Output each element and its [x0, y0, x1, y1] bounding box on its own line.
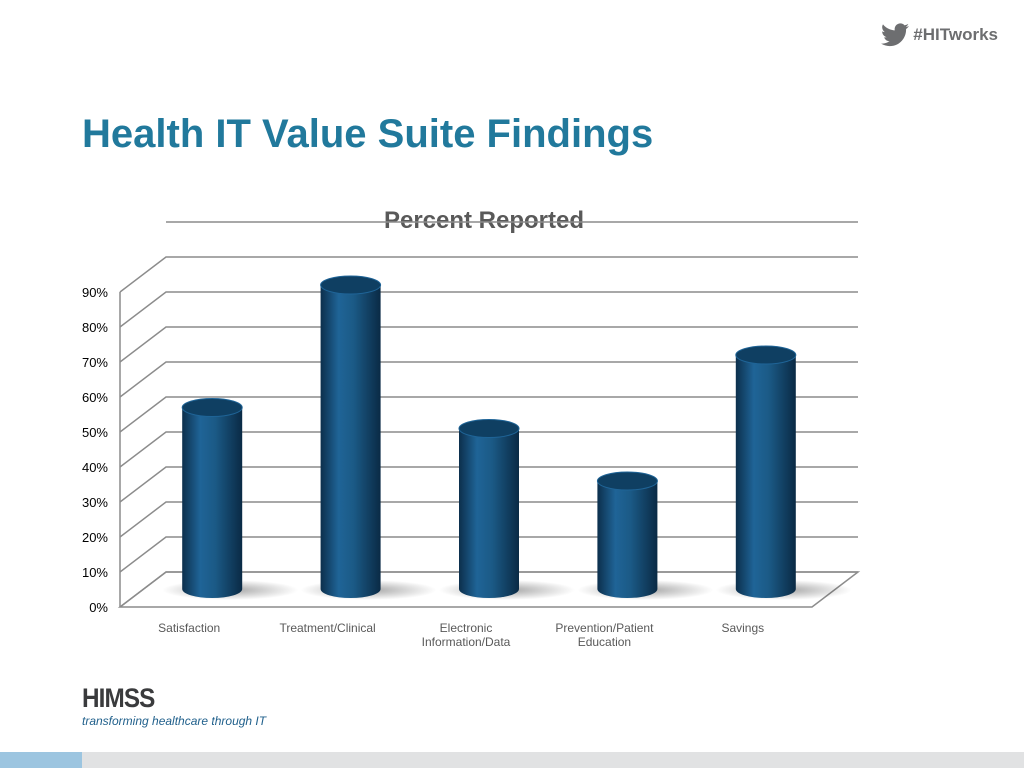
gridline — [119, 396, 858, 433]
footer-accent-bar — [0, 752, 82, 768]
bar — [597, 481, 658, 598]
y-tick-label: 90% — [82, 285, 108, 300]
bar-top — [320, 275, 382, 295]
gridline — [119, 256, 858, 293]
himss-logo: HIMSS transforming healthcare through IT — [82, 684, 266, 728]
y-tick-label: 40% — [82, 460, 108, 475]
chart-title: Percent Reported — [384, 207, 584, 234]
x-category-label: Treatment/Clinical — [279, 621, 375, 635]
bar-top — [181, 398, 243, 417]
slide-title: Health IT Value Suite Findings — [82, 112, 654, 156]
y-tick-label: 80% — [82, 320, 108, 335]
footer-bar — [0, 752, 1024, 768]
bar — [320, 285, 381, 598]
y-tick-label: 0% — [89, 600, 108, 615]
bar — [182, 407, 243, 598]
bar — [459, 428, 519, 598]
logo-tagline: transforming healthcare through IT — [82, 714, 267, 728]
bar-chart: Percent Reported 0% 10% 20% 30% 40% 50% 60% 70%… — [82, 207, 861, 649]
y-tick-label: 10% — [82, 565, 108, 580]
x-category-label: Education — [578, 635, 631, 649]
x-category-label: Savings — [721, 621, 764, 635]
y-tick-label: 50% — [82, 425, 108, 440]
x-category-label: Satisfaction — [158, 621, 220, 635]
bar — [735, 355, 796, 598]
bar-top — [596, 471, 658, 491]
twitter-bird-icon — [881, 23, 910, 47]
y-tick-label: 70% — [82, 355, 108, 370]
y-tick-label: 30% — [82, 495, 108, 510]
gridline — [119, 361, 858, 398]
gridline — [119, 326, 858, 363]
gridline — [119, 431, 858, 468]
hashtag-badge: #HITworks — [881, 20, 998, 50]
bar-top — [735, 345, 797, 365]
x-category-label: Prevention/Patient — [555, 621, 654, 635]
x-category-label: Information/Data — [422, 635, 511, 649]
gridline — [119, 291, 858, 328]
y-tick-label: 20% — [82, 530, 108, 545]
bar-top — [458, 419, 520, 438]
x-category-label: Electronic — [440, 621, 493, 635]
hashtag-text: #HITworks — [913, 25, 998, 44]
logo-wordmark: HIMSS — [82, 683, 155, 713]
gridline — [119, 466, 858, 503]
y-tick-label: 60% — [82, 390, 108, 405]
